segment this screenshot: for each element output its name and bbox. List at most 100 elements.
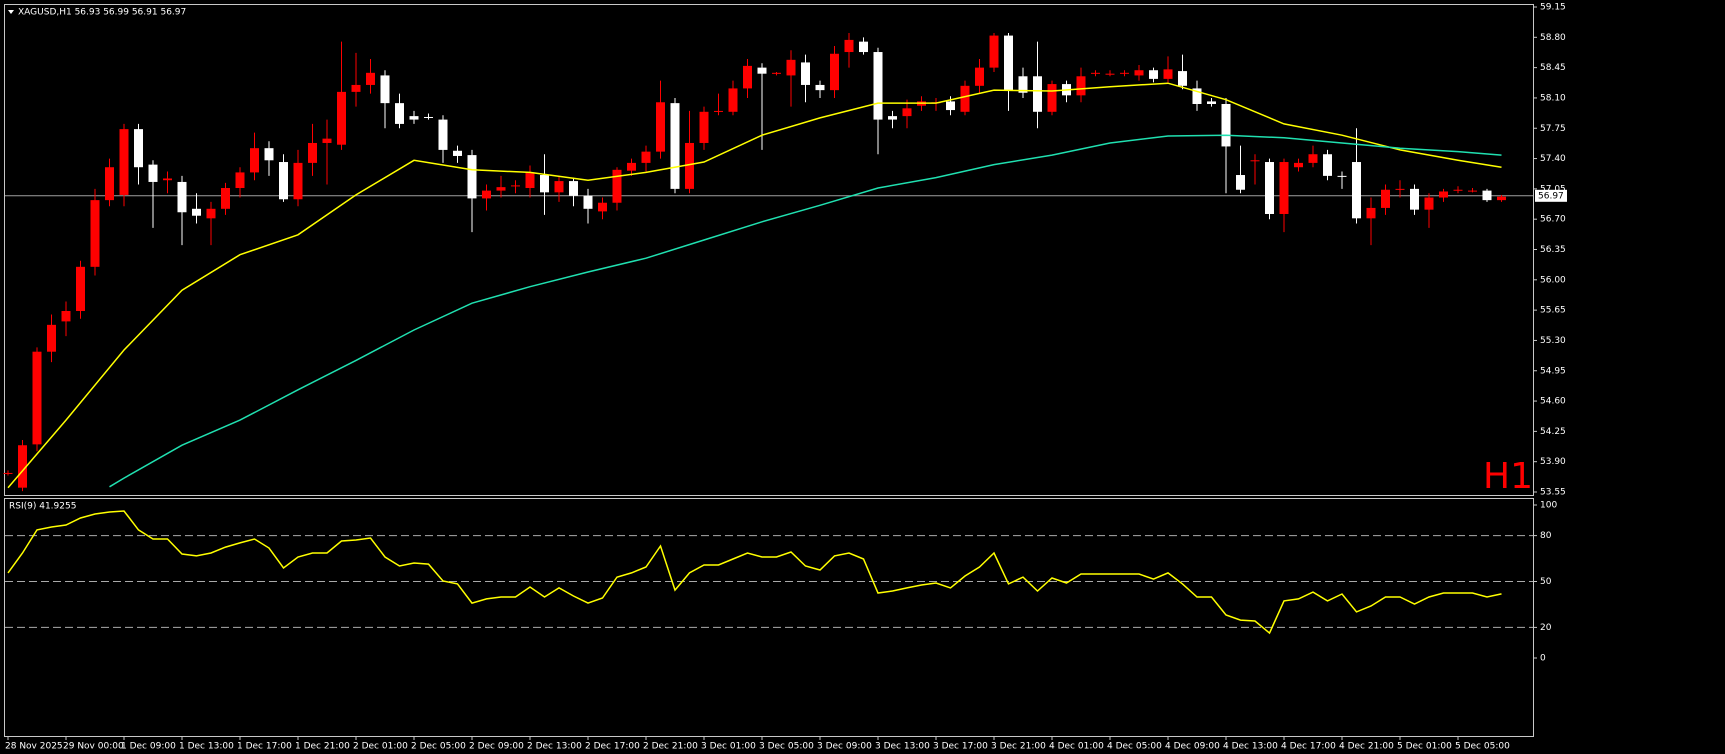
candle-body [1279,162,1289,214]
candle-body [873,52,883,120]
candle-body [18,445,27,488]
y-tick-label: 55.65 [1540,306,1566,316]
candle-body [322,138,332,143]
y-tick-label: 54.60 [1540,397,1566,407]
candle-body [1308,154,1318,163]
candle-body [1192,88,1202,104]
x-tick-label: 5 Dec 01:00 [1397,742,1452,752]
rsi-tick-label: 50 [1540,577,1552,587]
candle-body [627,162,636,171]
rsi-pane [4,498,1534,737]
candle-body [1294,162,1303,168]
candle-body [1163,69,1173,79]
candle-body [351,84,361,92]
candle-body [946,101,955,111]
candle-body [989,35,999,68]
candle-body [3,472,13,474]
candle-body [844,39,854,53]
candle-body [105,167,114,201]
candle-body [496,187,506,191]
candle-body [525,172,535,189]
candle-body [1424,197,1434,210]
moving-average [7,82,1502,489]
candle-body [540,175,549,193]
x-tick-label: 29 Nov 00:00 [63,742,124,752]
candle-body [221,188,230,209]
candle-body [61,310,71,322]
x-tick-label: 5 Dec 05:00 [1455,742,1510,752]
y-tick-label: 58.45 [1540,63,1566,73]
rsi-line [7,510,1502,635]
candle-body [1207,101,1216,104]
candle-body [1149,70,1158,79]
chart-title: XAGUSD,H1 56.93 56.99 56.91 56.97 [18,8,186,18]
candle-body [670,103,680,189]
rsi-tick-label: 20 [1540,623,1552,633]
candle-body [685,142,694,189]
candle-body [960,85,970,112]
x-tick-label: 4 Dec 13:00 [1223,742,1278,752]
y-tick-label: 54.25 [1540,427,1566,437]
candle-body [206,208,216,219]
y-tick-label: 56.00 [1540,275,1566,285]
y-tick-label: 59.15 [1540,3,1566,13]
x-tick-label: 2 Dec 21:00 [643,742,698,752]
candle-body [192,208,201,216]
candle-body [786,59,796,76]
candle-body [1033,76,1042,112]
y-tick-label: 56.35 [1540,245,1566,255]
candle-body [482,190,491,199]
x-tick-label: 1 Dec 17:00 [237,742,292,752]
last-price-box [1535,189,1567,202]
candle-body [1337,175,1347,177]
x-tick-label: 3 Dec 17:00 [933,742,988,752]
x-tick-label: 1 Dec 13:00 [179,742,234,752]
candle-body [1250,160,1260,162]
x-tick-label: 4 Dec 05:00 [1107,742,1162,752]
last-price-label: 56.97 [1538,191,1564,201]
x-tick-label: 3 Dec 01:00 [701,742,756,752]
menu-arrow[interactable] [8,10,14,14]
candle-body [337,91,346,145]
x-tick-label: 1 Dec 21:00 [295,742,350,752]
candle-body [1178,71,1187,86]
candle-body [641,151,651,163]
candle-body [424,116,433,118]
candle-body [888,116,897,120]
x-tick-label: 2 Dec 01:00 [353,742,408,752]
candle-body [1395,188,1405,190]
candle-body [90,200,100,267]
x-tick-label: 2 Dec 17:00 [585,742,640,752]
candle-body [569,181,578,196]
candle-body [1482,190,1492,201]
candle-body [1004,35,1013,92]
candle-body [975,67,984,86]
candle-body [134,129,143,168]
candle-body [467,155,477,199]
candle-body [1352,162,1361,219]
candle-body [235,172,245,189]
candle-body [250,148,259,173]
y-tick-label: 54.95 [1540,366,1566,376]
timeframe-label: H1 [1483,456,1533,497]
rsi-tick-label: 100 [1540,501,1557,511]
rsi-tick-label: 80 [1540,531,1552,541]
x-tick-label: 2 Dec 05:00 [411,742,466,752]
candle-body [815,84,825,91]
moving-average [109,134,1502,488]
candle-body [1439,191,1448,198]
candle-body [1468,190,1477,192]
y-tick-label: 57.75 [1540,124,1566,134]
candle-body [308,142,317,163]
candle-body [583,195,593,209]
y-tick-label: 55.30 [1540,336,1566,346]
candle-body [801,62,810,85]
candle-body [1105,73,1115,75]
x-tick-label: 3 Dec 21:00 [991,742,1046,752]
x-tick-label: 4 Dec 17:00 [1281,742,1336,752]
candle-body [554,181,564,193]
candle-body [728,88,738,112]
candle-body [859,41,868,53]
candle-body [1381,189,1390,208]
